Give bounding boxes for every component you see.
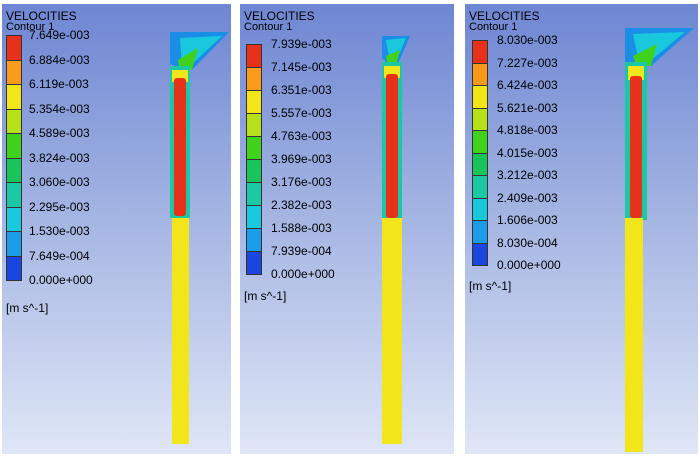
- pipe-geometry: [170, 32, 229, 444]
- pipe-geometry: [625, 28, 694, 452]
- legend-tick-label: 7.145e-003: [271, 60, 332, 74]
- panel-title: VELOCITIES: [244, 9, 315, 23]
- legend-tick-label: 3.212e-003: [497, 168, 558, 182]
- legend-tick-label: 7.649e-004: [29, 248, 90, 263]
- legend-tick-label: 5.354e-003: [29, 101, 90, 116]
- contour-panel-3: VELOCITIES Contour 1 8.030e-003 7.227e-00…: [465, 4, 698, 454]
- contour-panel-1: VELOCITIES Contour 1 7.649e-003 6.884e-00…: [2, 4, 231, 454]
- unit-label: [m s^-1]: [469, 279, 512, 293]
- legend-tick-label: 6.351e-003: [271, 83, 332, 97]
- legend-tick-label: 5.621e-003: [497, 100, 558, 115]
- legend-tick-label: 4.763e-003: [271, 129, 332, 143]
- legend-tick-label: 1.606e-003: [497, 213, 558, 227]
- legend-tick-label: 0.000e+000: [29, 273, 93, 287]
- pipe-lower-uniform-region: [172, 218, 189, 444]
- unit-label: [m s^-1]: [6, 301, 49, 315]
- legend-swatch: [6, 255, 22, 281]
- legend-tick-label: 6.424e-003: [497, 78, 558, 92]
- legend-tick-label: 4.589e-003: [29, 126, 90, 140]
- legend-swatch: [246, 251, 262, 275]
- panel-title: VELOCITIES: [6, 9, 77, 23]
- legend-tick-label: 1.530e-003: [29, 224, 90, 238]
- legend-tick-label: 6.119e-003: [29, 77, 89, 91]
- legend-tick-label: 4.015e-003: [497, 145, 558, 160]
- pipe-core-high-velocity: [174, 78, 186, 216]
- pipe-core-high-velocity: [386, 74, 398, 218]
- inlet-funnel-core: [178, 48, 198, 70]
- legend-tick-label: 7.227e-003: [497, 55, 558, 70]
- legend-tick-label: 4.818e-003: [497, 123, 558, 137]
- legend-tick-label: 7.649e-003: [29, 28, 90, 42]
- contour-panel-2: VELOCITIES Contour 1 7.939e-003 7.145e-00…: [240, 4, 454, 454]
- panel-subtitle: Contour 1: [244, 21, 293, 33]
- legend-tick-label: 0.000e+000: [271, 267, 335, 281]
- legend-tick-label: 5.557e-003: [271, 106, 332, 120]
- pipe-lower-uniform-region: [625, 218, 643, 452]
- legend-swatch: [472, 242, 488, 266]
- legend-tick-label: 7.939e-003: [271, 37, 332, 51]
- panel-title: VELOCITIES: [469, 9, 540, 23]
- legend-tick-label: 8.030e-004: [497, 235, 558, 250]
- unit-label: [m s^-1]: [244, 289, 287, 303]
- legend-tick-label: 2.409e-003: [497, 190, 558, 205]
- inlet-funnel-core: [633, 44, 657, 66]
- legend-tick-label: 8.030e-003: [497, 33, 558, 47]
- legend-tick-label: 6.884e-003: [29, 52, 90, 67]
- legend-tick-label: 2.382e-003: [271, 198, 332, 212]
- legend-tick-label: 1.588e-003: [271, 221, 332, 235]
- pipe-lower-uniform-region: [382, 218, 402, 444]
- legend-tick-label: 3.824e-003: [29, 150, 90, 165]
- legend-tick-label: 3.060e-003: [29, 175, 90, 189]
- legend-tick-label: 0.000e+000: [497, 258, 561, 272]
- legend-tick-label: 3.176e-003: [271, 175, 332, 189]
- panel-subtitle: Contour 1: [6, 21, 55, 33]
- panel-subtitle: Contour 1: [469, 21, 518, 33]
- pipe-geometry: [382, 36, 410, 444]
- legend-tick-label: 3.969e-003: [271, 152, 332, 166]
- legend-tick-label: 7.939e-004: [271, 244, 332, 258]
- pipe-core-high-velocity: [630, 76, 642, 218]
- legend-tick-label: 2.295e-003: [29, 199, 90, 214]
